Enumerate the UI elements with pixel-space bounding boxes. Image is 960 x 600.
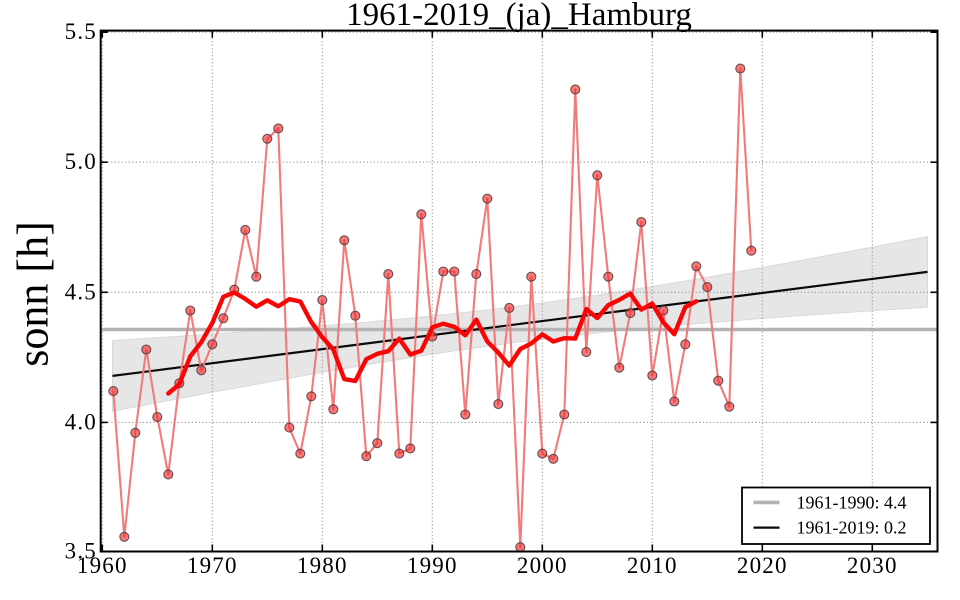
- svg-text:5.0: 5.0: [65, 149, 97, 174]
- svg-text:4.0: 4.0: [65, 409, 97, 434]
- svg-text:4.5: 4.5: [65, 279, 97, 304]
- svg-text:2030: 2030: [847, 553, 898, 578]
- svg-text:2020: 2020: [737, 553, 788, 578]
- svg-text:1961-2019_(ja)_Hamburg: 1961-2019_(ja)_Hamburg: [346, 0, 692, 33]
- svg-text:1980: 1980: [297, 553, 348, 578]
- svg-text:1961-2019: 0.2: 1961-2019: 0.2: [797, 518, 907, 538]
- svg-text:2010: 2010: [627, 553, 678, 578]
- svg-text:2000: 2000: [517, 553, 568, 578]
- svg-text:3.5: 3.5: [65, 539, 97, 564]
- svg-text:1961-1990: 4.4: 1961-1990: 4.4: [797, 493, 907, 513]
- svg-text:1990: 1990: [407, 553, 458, 578]
- svg-text:5.5: 5.5: [65, 19, 97, 44]
- svg-text:1970: 1970: [187, 553, 238, 578]
- svg-text:sonn [h]: sonn [h]: [8, 221, 57, 366]
- svg-text:1960: 1960: [77, 553, 128, 578]
